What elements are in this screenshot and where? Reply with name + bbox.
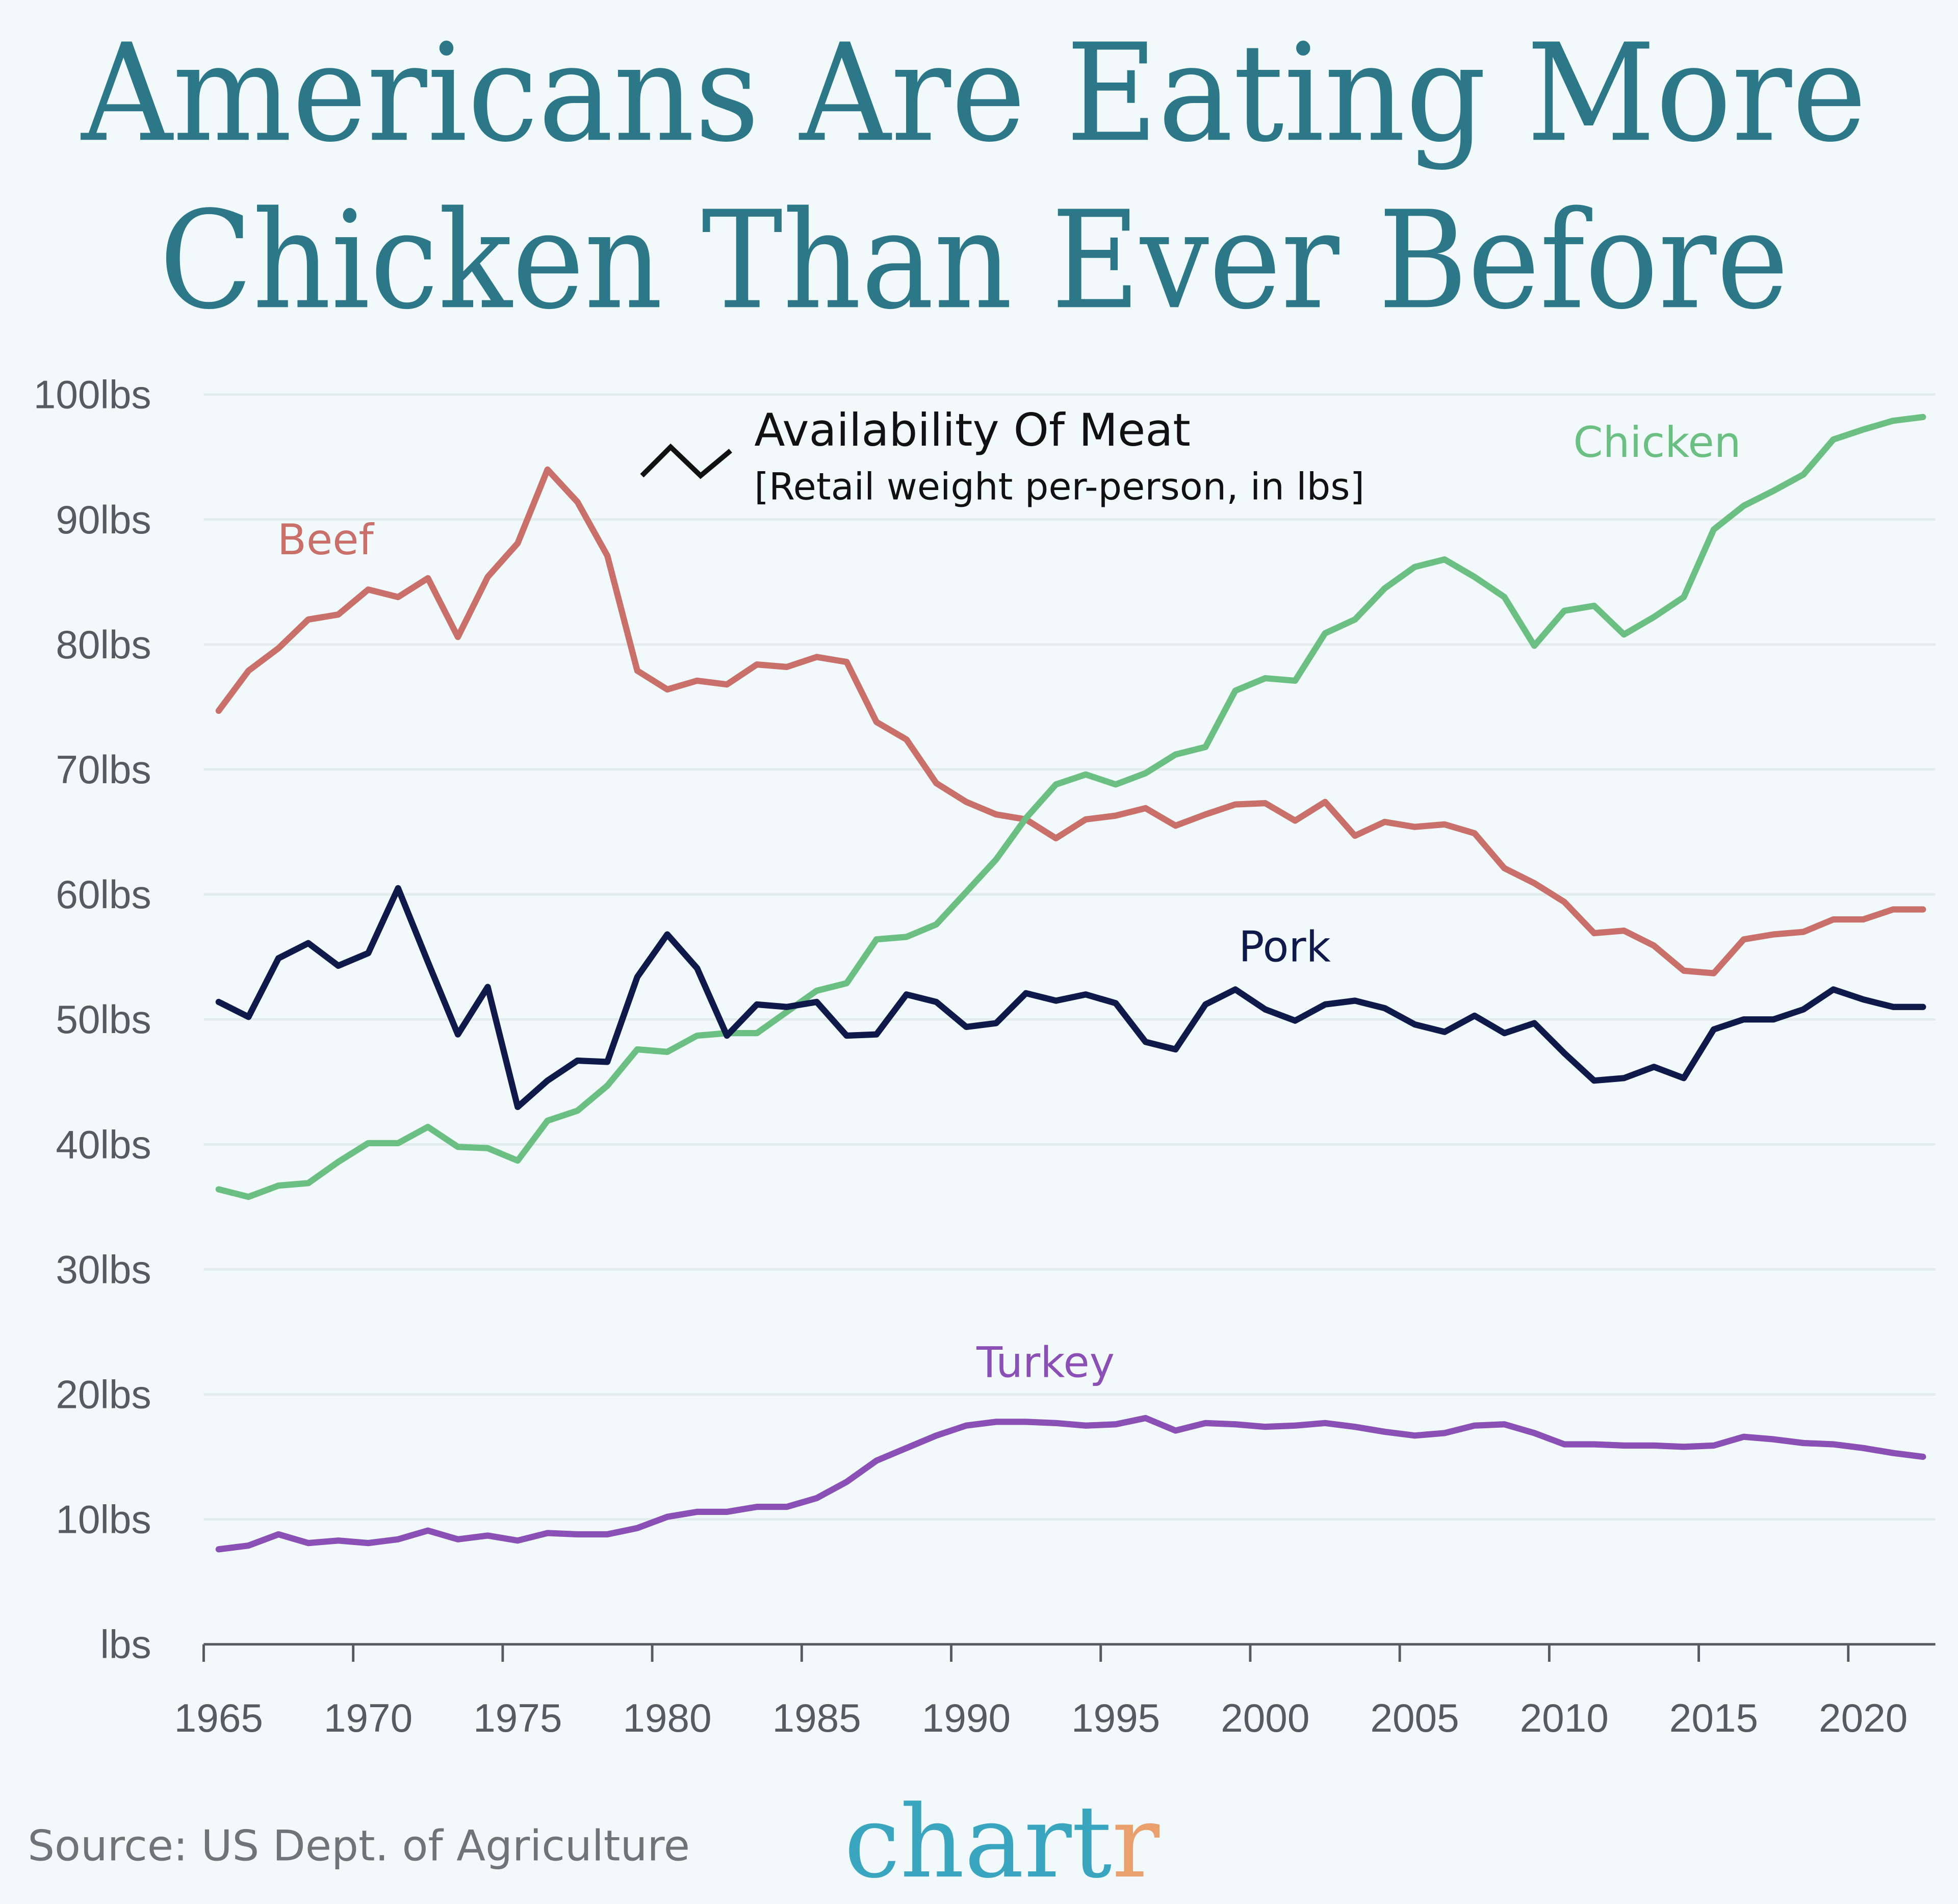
y-tick-label: 30lbs (56, 1247, 151, 1292)
x-tick-label: 1985 (772, 1695, 861, 1740)
zigzag-line-icon (640, 443, 732, 479)
series-line-pork (215, 885, 1926, 1110)
x-tick-label: 1975 (473, 1695, 562, 1740)
series-label-pork: Pork (1239, 922, 1331, 971)
x-tick-label: 1980 (623, 1695, 711, 1740)
logo-main: chart (844, 1784, 1112, 1900)
y-tick-label: 50lbs (56, 997, 151, 1042)
y-tick-label: 100lbs (34, 372, 151, 417)
x-tick-label: 1995 (1071, 1695, 1160, 1740)
x-tick-label: 2005 (1370, 1695, 1459, 1740)
x-tick-label: 2000 (1221, 1695, 1309, 1740)
svg-text:chartr: chartr (844, 1784, 1160, 1900)
series-line-turkey (215, 1414, 1926, 1553)
chart-title-line1: Americans Are Eating More (80, 15, 1867, 172)
series-line-beef (215, 466, 1926, 976)
y-tick-label: 60lbs (56, 872, 151, 917)
chart-title-line2: Chicken Than Ever Before (160, 183, 1789, 339)
gridlines (203, 393, 1936, 1521)
legend-title: Availability Of Meat (754, 404, 1191, 456)
y-tick-label: 40lbs (56, 1122, 151, 1167)
series-line-chicken (215, 414, 1926, 1200)
x-tick-label: 2020 (1819, 1695, 1908, 1740)
y-tick-label: lbs (100, 1622, 151, 1667)
series-label-turkey: Turkey (976, 1338, 1115, 1387)
x-tick-label: 1965 (174, 1695, 263, 1740)
legend-subtitle: [Retail weight per-person, in lbs] (754, 465, 1364, 508)
y-tick-label: 70lbs (56, 747, 151, 792)
y-tick-label: 20lbs (56, 1372, 151, 1417)
y-tick-label: 80lbs (56, 622, 151, 667)
series-lines (215, 414, 1926, 1553)
series-label-beef: Beef (277, 515, 375, 564)
y-tick-label: 90lbs (56, 497, 151, 542)
chartr-logo: chartr (844, 1784, 1160, 1900)
x-tick-label: 1970 (324, 1695, 413, 1740)
x-tick-label: 2015 (1669, 1695, 1758, 1740)
series-label-chicken: Chicken (1573, 418, 1741, 467)
logo-accent: r (1112, 1784, 1160, 1900)
x-tick-label: 2010 (1520, 1695, 1609, 1740)
x-tick-label: 1990 (922, 1695, 1011, 1740)
y-tick-label: 10lbs (56, 1497, 151, 1542)
source-note: Source: US Dept. of Agriculture (28, 1821, 690, 1870)
y-axis: lbs 10lbs 20lbs 30lbs 40lbs 50lbs 60lbs 70lbs 80… (34, 372, 151, 1667)
x-axis: 1965 1970 1975 1980 1985 1990 1995 2000 2005 2010… (174, 1643, 1936, 1740)
legend: Availability Of Meat [Retail weight per-… (640, 404, 1364, 508)
